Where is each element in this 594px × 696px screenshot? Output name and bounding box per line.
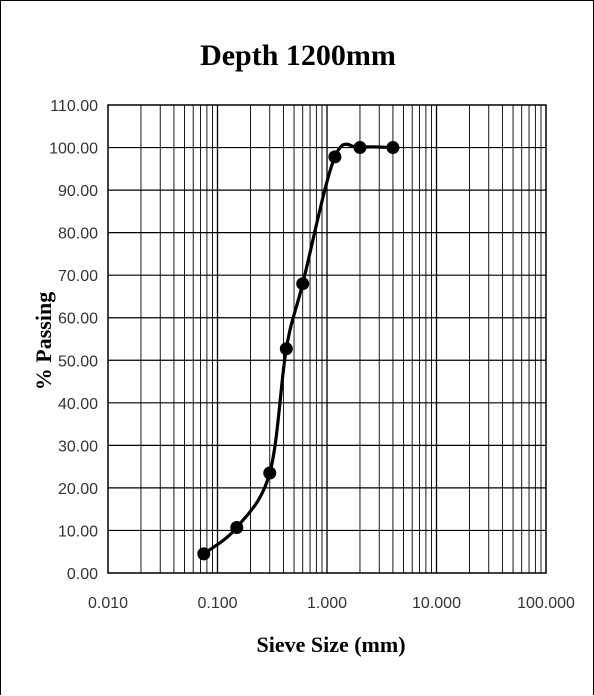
data-point [353,141,367,155]
data-point [328,150,342,164]
plot-area-border [107,104,547,574]
y-tick-label: 70.00 [58,268,98,285]
x-tick-label: 10.000 [412,595,461,612]
x-tick-label: 1.000 [307,595,347,612]
y-tick-label: 100.00 [49,141,98,158]
data-point [263,466,277,480]
y-tick-label: 30.00 [58,438,98,455]
data-point [296,277,310,291]
chart-title: Depth 1200mm [200,39,396,72]
data-point [386,141,400,155]
y-tick-label: 50.00 [58,353,98,370]
y-tick-label: 40.00 [58,396,98,413]
x-axis-title: Sieve Size (mm) [256,632,405,657]
y-tick-label: 20.00 [58,481,98,498]
data-point [197,547,211,561]
x-tick-label: 100.000 [517,595,575,612]
y-tick-label: 60.00 [58,311,98,328]
x-tick-labels: 0.010 0.100 1.000 10.000 100.000 [88,595,575,612]
y-tick-labels: 0.00 10.00 20.00 30.00 40.00 50.00 60.00 70.00 8… [49,98,98,583]
y-tick-label: 110.00 [50,98,98,115]
data-point [279,342,293,356]
y-tick-label: 80.00 [58,226,98,243]
y-tick-label: 10.00 [58,523,98,540]
data-point [230,520,244,534]
series-line [202,142,395,556]
x-tick-label: 0.010 [88,595,128,612]
x-tick-label: 0.100 [197,595,237,612]
y-tick-label: 90.00 [58,183,98,200]
y-tick-label: 0.00 [67,566,98,583]
data-markers [197,141,400,561]
grid-lines [108,105,546,573]
y-axis-title: % Passing [31,292,56,390]
